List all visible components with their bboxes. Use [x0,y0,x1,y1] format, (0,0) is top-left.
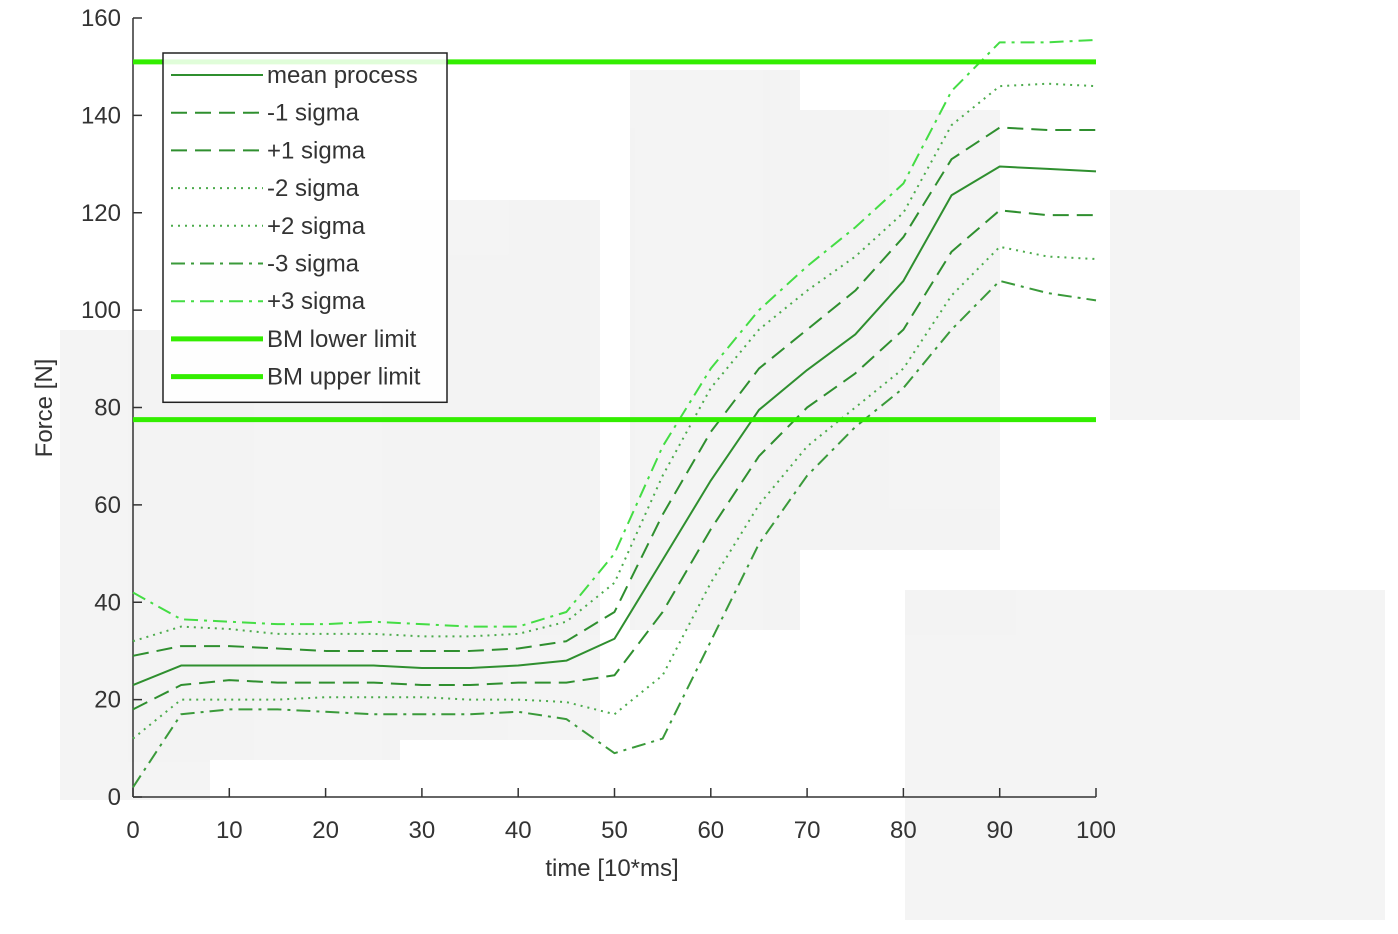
x-tick-label: 40 [505,817,532,844]
legend-label: -1 sigma [267,100,360,127]
legend-label: -3 sigma [267,251,360,278]
x-tick-label: 60 [697,817,724,844]
legend: mean process -1 sigma +1 sigma -2 sigma +2 s… [163,53,447,402]
legend-label: +3 sigma [267,288,366,315]
y-axis-label: Force [N] [31,359,58,458]
x-tick-label: 100 [1076,817,1116,844]
chart: time [10*ms] Force [N] 0 10 20 30 40 50 60 70 80… [0,0,1398,929]
legend-label: -2 sigma [267,175,360,202]
x-tick-label: 30 [409,817,436,844]
y-tick-label: 140 [81,102,121,129]
x-tick-label: 10 [216,817,243,844]
y-tick-label: 0 [108,784,121,811]
y-tick-label: 20 [94,687,121,714]
y-tick-label: 40 [94,589,121,616]
x-tick-label: 50 [601,817,628,844]
x-tick-label: 70 [794,817,821,844]
y-tick-label: 60 [94,492,121,519]
legend-label: BM lower limit [267,326,417,353]
x-tick-label: 0 [126,817,139,844]
x-tick-label: 90 [986,817,1013,844]
legend-label: mean process [267,62,418,89]
y-tick-label: 80 [94,395,121,422]
x-axis-label: time [10*ms] [545,855,678,882]
y-tick-label: 160 [81,5,121,32]
x-tick-label: 20 [312,817,339,844]
legend-label: +1 sigma [267,137,366,164]
y-tick-label: 120 [81,200,121,227]
x-tick-label: 80 [890,817,917,844]
y-tick-label: 100 [81,297,121,324]
legend-label: BM upper limit [267,364,421,391]
legend-label: +2 sigma [267,213,366,240]
